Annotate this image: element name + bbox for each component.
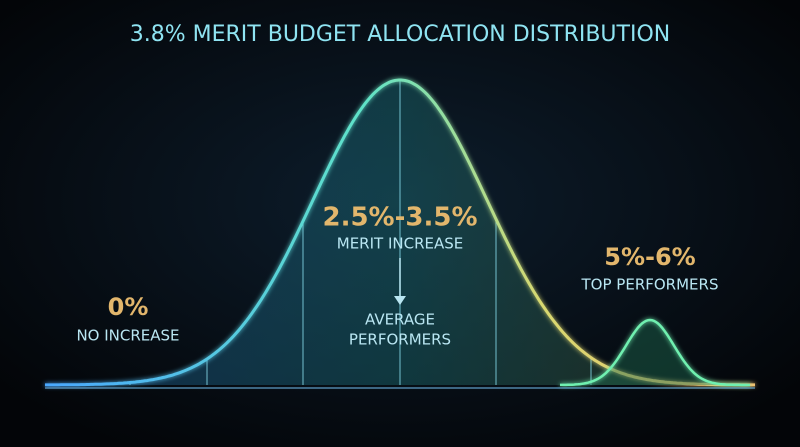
note: PERFORMERS <box>349 331 451 349</box>
title: 3.8% MERIT BUDGET ALLOCATION DISTRIBUTIO… <box>130 22 670 47</box>
arrow-head <box>394 296 406 305</box>
group-range: 2.5%-3.5% <box>322 203 477 233</box>
group-range: 5%-6% <box>604 243 695 271</box>
small-bell-fill <box>560 320 750 385</box>
bell-curve <box>45 78 755 387</box>
group-range: 0% <box>108 293 149 321</box>
note: AVERAGE <box>365 311 435 329</box>
curves <box>45 78 755 387</box>
small-bell-curve <box>560 318 750 387</box>
group-label: TOP PERFORMERS <box>581 276 719 294</box>
group-label: NO INCREASE <box>76 327 179 345</box>
group-label: MERIT INCREASE <box>337 235 463 253</box>
